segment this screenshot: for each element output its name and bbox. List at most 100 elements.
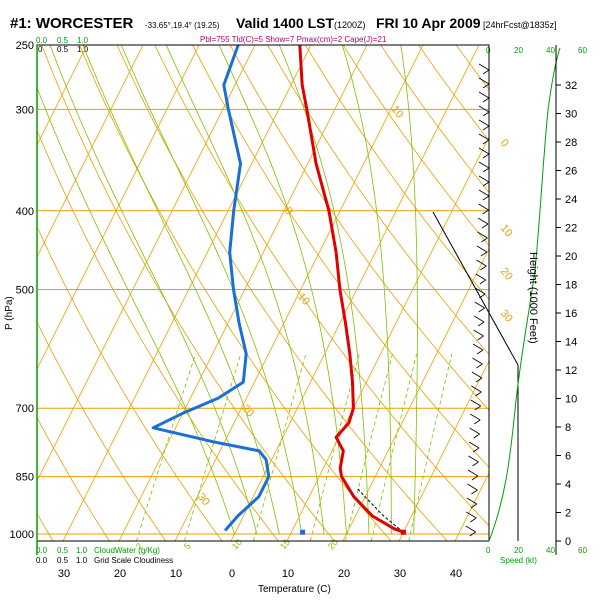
mixing-ratio-label: 5	[182, 541, 193, 551]
isotherm-line	[37, 45, 144, 258]
x-tick-label: 10	[170, 568, 182, 580]
wind-panel	[432, 47, 561, 542]
x-tick-label: 10	[282, 568, 294, 580]
wind-barb	[472, 357, 483, 369]
bottom-green-1: 0.5	[57, 546, 69, 555]
isotherm-label: 20	[498, 266, 515, 283]
moist-adiabat	[278, 45, 370, 535]
dry-adiabat	[192, 45, 489, 469]
isotherm-line	[62, 45, 312, 541]
height-tick-label: 20	[565, 251, 577, 263]
x-tick-label: 30	[58, 568, 70, 580]
parcel-path	[357, 488, 404, 533]
moist-adiabat	[49, 45, 258, 535]
surface-dewpoint-marker	[300, 529, 306, 535]
bottom-wind-scale: 0 20 40 60 Speed (kt)	[486, 546, 587, 565]
isotherm-label: 0	[498, 137, 511, 149]
x-tick-label: 20	[114, 568, 126, 580]
dry-adiabat	[37, 416, 110, 541]
dry-adiabat	[267, 45, 489, 355]
x-tick-label: 40	[450, 568, 462, 580]
dry-adiabat	[229, 45, 489, 411]
wind-barb	[470, 399, 481, 411]
wind-barb	[477, 231, 488, 243]
wind-barb	[466, 497, 478, 509]
moist-adiabat	[400, 45, 418, 535]
x-tick-labels: 30 20 10 0 10 20 30 40	[58, 568, 462, 580]
forecast-run: [24hrFcst@1835z]	[483, 20, 557, 30]
wind-barb	[476, 259, 487, 271]
wind-barb	[475, 273, 487, 285]
isotherm-line	[37, 45, 88, 146]
pressure-tick-label: 400	[16, 206, 34, 218]
bottom-black-2: 1.0	[76, 556, 88, 565]
wind-barb	[478, 77, 490, 89]
station-coords: -33.65°,19.4° (19.25)	[145, 21, 220, 30]
wind-top-40: 40	[546, 46, 555, 55]
isotherm-line	[342, 248, 489, 541]
wind-barb	[467, 469, 479, 481]
wind-bottom-40: 40	[546, 546, 555, 555]
dewpoint-profile	[151, 45, 271, 532]
top-green-2: 1.0	[77, 36, 89, 45]
wind-barb	[467, 483, 478, 495]
wind-barb	[478, 133, 490, 145]
wind-barb	[478, 203, 489, 215]
mixing-ratio-label: 15	[278, 537, 292, 551]
wind-barb	[471, 371, 483, 383]
pressure-tick-label: 700	[16, 403, 34, 415]
height-tick-label: 32	[565, 80, 577, 92]
isotherm-label: 30	[195, 491, 212, 508]
height-tick-label: 24	[565, 194, 577, 206]
top-cloud-scale: 0.0 0.5 1.0 0 0.5 1.0	[36, 36, 89, 54]
x-axis-label: Temperature (C)	[258, 584, 331, 595]
moist-adiabat	[120, 45, 303, 535]
wind-barb	[472, 343, 484, 355]
stability-indices: Pbl=755 Tld(C)=5 Show=7 Pmax(cm)=2 Cape(…	[200, 35, 387, 44]
bottom-black-0: 0.0	[36, 556, 48, 565]
height-tick-label: 6	[565, 451, 571, 463]
wind-top-60: 60	[578, 46, 587, 55]
dry-adiabat	[342, 45, 489, 247]
pressure-tick-label: 1000	[10, 529, 34, 541]
wind-top-20: 20	[514, 46, 523, 55]
dry-adiabat	[116, 45, 448, 541]
wind-barb	[465, 525, 476, 537]
isotherm-line	[37, 45, 200, 370]
height-tick-label: 4	[565, 479, 571, 491]
height-tick-label: 10	[565, 394, 577, 406]
wind-speed-profile	[488, 47, 561, 542]
dry-adiabat	[37, 321, 166, 541]
mixing-ratio-label: 20	[326, 537, 340, 551]
wind-barb	[473, 329, 484, 341]
cloudiness-label: Grid Scale Cloudiness	[94, 556, 173, 565]
pressure-tick-label: 850	[16, 472, 34, 484]
pressure-tick-label: 250	[16, 40, 34, 52]
height-axis-label: Height (1000 Feet)	[527, 252, 539, 344]
moist-adiabat	[218, 45, 347, 535]
height-tick-label: 30	[565, 109, 577, 121]
bottom-cloud-scale: 0.0 0.5 1.0 CloudWater (g/Kg) 0.0 0.5 1.…	[36, 546, 173, 565]
wind-barb	[466, 511, 477, 523]
isotherm-label: 10	[295, 291, 312, 308]
bottom-green-0: 0.0	[36, 546, 48, 555]
bottom-black-1: 0.5	[57, 556, 69, 565]
wind-bottom-20: 20	[514, 546, 523, 555]
mixing-ratio-line	[309, 353, 360, 541]
moist-adiabat	[165, 45, 325, 535]
isotherm-line	[230, 45, 480, 541]
height-tick-label: 22	[565, 223, 577, 235]
height-tick-label: 16	[565, 308, 577, 320]
valid-time: Valid 1400 LST	[236, 15, 334, 31]
top-green-1: 0.5	[57, 36, 69, 45]
height-tick-label: 8	[565, 422, 571, 434]
mixing-ratio-line	[184, 353, 242, 541]
mixing-ratio-line	[136, 353, 196, 541]
isotherm-label: 30	[498, 308, 515, 325]
x-tick-label: 20	[338, 568, 350, 580]
wind-barb	[478, 91, 490, 103]
isotherm-label: 10	[389, 104, 406, 121]
wind-barb	[478, 175, 490, 187]
